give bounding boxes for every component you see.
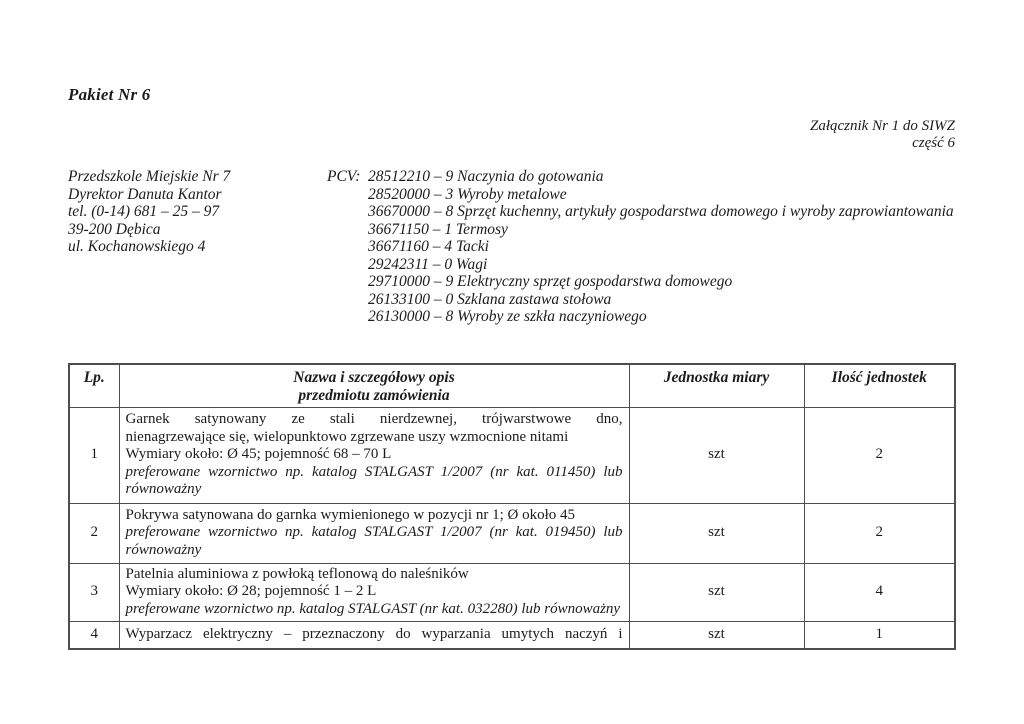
pcv-code-item: 28520000 – 3 Wyroby metalowe: [368, 185, 567, 203]
pcv-codes-block: PCV: 28512210 – 9 Naczynia do gotowania 2…: [327, 168, 954, 326]
item-quantity: 2: [803, 406, 956, 504]
table-row: 3 Patelnia aluminiowa z powłoką teflonową…: [68, 562, 956, 622]
description-line: preferowane wzornictwo np. katalog STALG…: [125, 600, 621, 617]
description-line: równoważny: [125, 541, 202, 558]
items-table: Lp. Nazwa i szczegółowy opis przedmiotu …: [68, 363, 956, 650]
description-line: Wymiary około: Ø 28; pojemność 1 – 2 L: [125, 583, 377, 600]
recipient-line: Dyrektor Danuta Kantor: [68, 185, 222, 203]
row-number: 2: [68, 502, 120, 564]
description-line: preferowane wzornictwo np. katalog STALG…: [125, 524, 623, 541]
header-name-line2: przedmiotu zamówienia: [298, 386, 450, 404]
header-lp: Lp.: [68, 363, 120, 408]
table-row: 1 Garnek satynowany ze stali nierdzewnej,…: [68, 406, 956, 504]
item-unit: szt: [628, 620, 805, 650]
header-qty: Ilość jednostek: [803, 363, 956, 408]
pcv-code-item: 26130000 – 8 Wyroby ze szkła naczynioweg…: [368, 308, 647, 325]
table-row: 2 Pokrywa satynowana do garnka wymienione…: [68, 502, 956, 564]
item-quantity: 4: [803, 562, 956, 622]
item-unit: szt: [628, 502, 805, 564]
description-line: Patelnia aluminiowa z powłoką teflonową …: [125, 565, 469, 582]
item-description: Pokrywa satynowana do garnka wymienioneg…: [118, 502, 630, 564]
attachment-line2: część 6: [912, 134, 955, 151]
pcv-code-item: 29242311 – 0 Wagi: [368, 255, 488, 273]
item-unit: szt: [628, 406, 805, 504]
description-line: Wyparzacz elektryczny – przeznaczony do …: [125, 626, 623, 642]
pcv-code-item: 36670000 – 8 Sprzęt kuchenny, artykuły g…: [368, 203, 954, 220]
pcv-code-item: 36671150 – 1 Termosy: [368, 220, 508, 238]
pcv-code-item: 26133100 – 0 Szklana zastawa stołowa: [368, 290, 612, 308]
item-description: Patelnia aluminiowa z powłoką teflonową …: [118, 562, 630, 622]
item-quantity: 2: [803, 502, 956, 564]
item-unit: szt: [628, 562, 805, 622]
item-description: Wyparzacz elektryczny – przeznaczony do …: [118, 620, 630, 650]
attachment-line1: Załącznik Nr 1 do SIWZ: [809, 118, 955, 134]
table-header-row: Lp. Nazwa i szczegółowy opis przedmiotu …: [68, 363, 956, 408]
header-name: Nazwa i szczegółowy opis przedmiotu zamó…: [118, 363, 630, 408]
pcv-label: PCV:: [327, 168, 361, 185]
attachment-note: Załącznik Nr 1 do SIWZ część 6: [810, 118, 955, 151]
pcv-code-item: 28512210 – 9 Naczynia do gotowania: [368, 168, 604, 185]
recipient-line: tel. (0-14) 681 – 25 – 97: [68, 203, 220, 220]
table-row: 4 Wyparzacz elektryczny – przeznaczony do…: [68, 620, 956, 650]
description-line: nienagrzewające się, wielopunktowo zgrze…: [125, 428, 569, 445]
description-line: preferowane wzornictwo np. katalog STALG…: [125, 463, 623, 480]
description-line: Wymiary około: Ø 45; pojemność 68 – 70 L: [125, 446, 392, 463]
recipient-line: ul. Kochanowskiego 4: [68, 238, 206, 255]
page-title: Pakiet Nr 6: [68, 85, 151, 104]
pcv-code-item: 29710000 – 9 Elektryczny sprzęt gospodar…: [368, 273, 733, 290]
pcv-code-item: 36671160 – 4 Tacki: [368, 238, 489, 255]
header-unit: Jednostka miary: [628, 363, 805, 408]
row-number: 3: [68, 562, 120, 622]
description-line: Pokrywa satynowana do garnka wymienioneg…: [125, 506, 576, 523]
row-number: 4: [68, 620, 120, 650]
recipient-line: Przedszkole Miejskie Nr 7: [68, 168, 231, 185]
item-quantity: 1: [803, 620, 956, 650]
item-description: Garnek satynowany ze stali nierdzewnej, …: [118, 406, 630, 504]
description-line: równoważny: [125, 481, 202, 498]
description-line: Garnek satynowany ze stali nierdzewnej, …: [125, 411, 623, 428]
row-number: 1: [68, 406, 120, 504]
pcv-code-list: 28512210 – 9 Naczynia do gotowania 285200…: [368, 168, 954, 326]
recipient-line: 39-200 Dębica: [68, 220, 161, 238]
recipient-block: Przedszkole Miejskie Nr 7 Dyrektor Danuta…: [68, 168, 230, 256]
header-name-line1: Nazwa i szczegółowy opis: [293, 369, 455, 386]
